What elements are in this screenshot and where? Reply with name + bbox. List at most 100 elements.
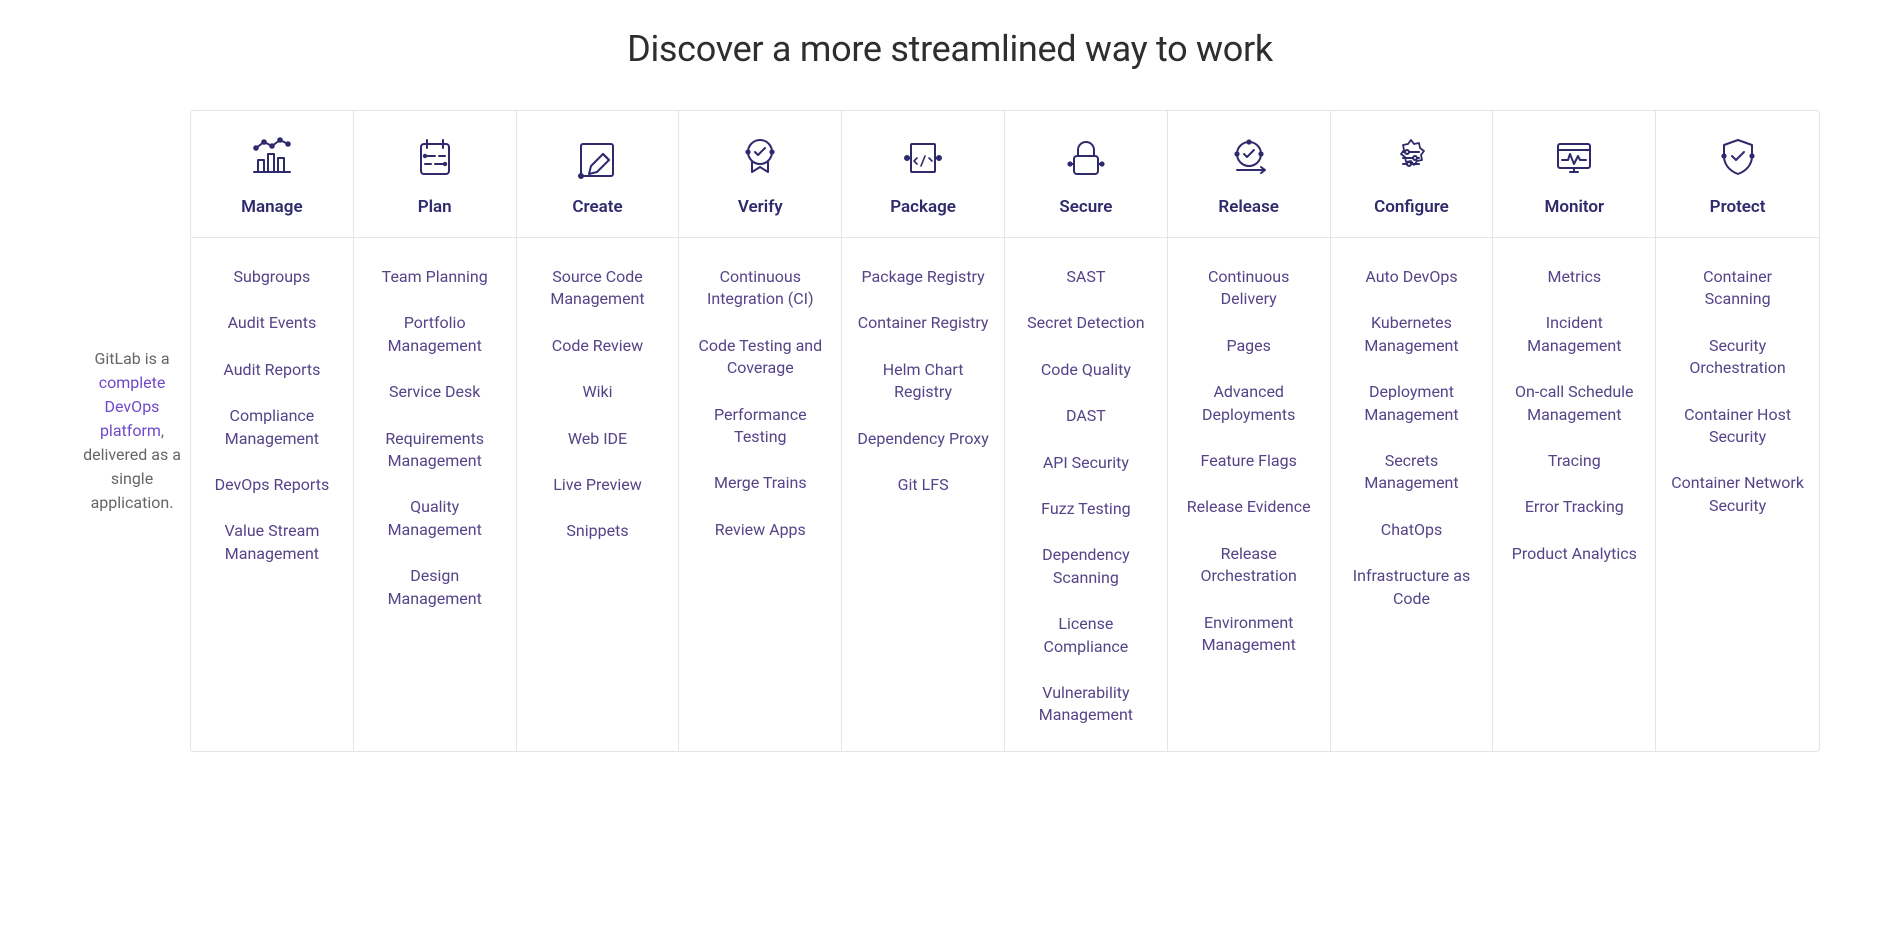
feature-link[interactable]: Advanced Deployments <box>1178 381 1320 426</box>
stage-body-manage: Subgroups Audit Events Audit Reports Compli… <box>191 238 354 751</box>
feature-link[interactable]: ChatOps <box>1377 519 1446 541</box>
verify-icon <box>735 133 785 183</box>
configure-icon <box>1386 133 1436 183</box>
feature-link[interactable]: Continuous Integration (CI) <box>689 266 831 311</box>
main-layout: GitLab is a complete DevOps platform, de… <box>0 110 1900 772</box>
stage-label-package: Package <box>890 197 956 217</box>
feature-link[interactable]: Portfolio Management <box>364 312 506 357</box>
stage-body-package: Package Registry Container Registry Helm C… <box>842 238 1005 751</box>
release-icon <box>1224 133 1274 183</box>
feature-link[interactable]: DevOps Reports <box>211 474 334 496</box>
stage-header-verify[interactable]: Verify <box>679 111 842 238</box>
create-icon <box>572 133 622 183</box>
monitor-icon <box>1549 133 1599 183</box>
feature-link[interactable]: Quality Management <box>364 496 506 541</box>
stage-label-plan: Plan <box>418 197 452 217</box>
stage-header-manage[interactable]: Manage <box>191 111 354 238</box>
stage-label-protect: Protect <box>1710 197 1766 217</box>
feature-link[interactable]: Secret Detection <box>1023 312 1148 334</box>
feature-link[interactable]: Team Planning <box>378 266 492 288</box>
stage-header-configure[interactable]: Configure <box>1331 111 1494 238</box>
feature-link[interactable]: Design Management <box>364 565 506 610</box>
feature-link[interactable]: Product Analytics <box>1508 543 1641 565</box>
stage-header-release[interactable]: Release <box>1168 111 1331 238</box>
feature-link[interactable]: Snippets <box>562 520 632 542</box>
stage-header-package[interactable]: Package <box>842 111 1005 238</box>
feature-link[interactable]: Vulnerability Management <box>1015 682 1157 727</box>
stage-header-plan[interactable]: Plan <box>354 111 517 238</box>
feature-link[interactable]: Package Registry <box>858 266 989 288</box>
stage-label-release: Release <box>1218 197 1279 217</box>
feature-link[interactable]: Container Network Security <box>1666 472 1809 517</box>
stage-body-protect: Container Scanning Security Orchestration… <box>1656 238 1819 751</box>
feature-link[interactable]: Live Preview <box>549 474 646 496</box>
stage-label-create: Create <box>572 197 622 217</box>
feature-link[interactable]: Environment Management <box>1178 612 1320 657</box>
feature-link[interactable]: On-call Schedule Management <box>1503 381 1645 426</box>
stage-label-monitor: Monitor <box>1544 197 1604 217</box>
feature-link[interactable]: Incident Management <box>1503 312 1645 357</box>
protect-icon <box>1713 133 1763 183</box>
feature-link[interactable]: Audit Reports <box>219 359 324 381</box>
feature-link[interactable]: Container Host Security <box>1666 404 1809 449</box>
feature-link[interactable]: Merge Trains <box>710 472 811 494</box>
feature-link[interactable]: DAST <box>1062 405 1110 427</box>
feature-link[interactable]: Container Scanning <box>1666 266 1809 311</box>
feature-link[interactable]: Requirements Management <box>364 428 506 473</box>
stage-body-verify: Continuous Integration (CI) Code Testing … <box>679 238 842 751</box>
feature-link[interactable]: Release Evidence <box>1183 496 1315 518</box>
feature-link[interactable]: Auto DevOps <box>1361 266 1461 288</box>
page-title: Discover a more streamlined way to work <box>0 28 1900 70</box>
feature-link[interactable]: Code Testing and Coverage <box>689 335 831 380</box>
feature-link[interactable]: Web IDE <box>564 428 631 450</box>
stage-body-create: Source Code Management Code Review Wiki Web… <box>517 238 680 751</box>
feature-link[interactable]: Deployment Management <box>1341 381 1483 426</box>
feature-link[interactable]: Source Code Management <box>527 266 669 311</box>
sidebar-link[interactable]: complete DevOps platform <box>99 373 166 440</box>
feature-link[interactable]: SAST <box>1062 266 1109 288</box>
stage-label-manage: Manage <box>241 197 302 217</box>
feature-link[interactable]: Tracing <box>1544 450 1605 472</box>
stage-label-secure: Secure <box>1059 197 1112 217</box>
feature-link[interactable]: Review Apps <box>711 519 810 541</box>
stage-header-secure[interactable]: Secure <box>1005 111 1168 238</box>
feature-link[interactable]: Wiki <box>578 381 616 403</box>
stage-header-create[interactable]: Create <box>517 111 680 238</box>
feature-link[interactable]: Service Desk <box>385 381 484 403</box>
feature-link[interactable]: Performance Testing <box>689 404 831 449</box>
feature-link[interactable]: Dependency Proxy <box>853 428 992 450</box>
sidebar-prefix: GitLab is a <box>94 349 169 368</box>
package-icon <box>898 133 948 183</box>
stage-body-plan: Team Planning Portfolio Management Service… <box>354 238 517 751</box>
feature-link[interactable]: Code Quality <box>1037 359 1135 381</box>
feature-link[interactable]: Release Orchestration <box>1178 543 1320 588</box>
feature-link[interactable]: Code Review <box>548 335 647 357</box>
stage-body-configure: Auto DevOps Kubernetes Management Deployme… <box>1331 238 1494 751</box>
feature-link[interactable]: Helm Chart Registry <box>852 359 994 404</box>
feature-link[interactable]: Value Stream Management <box>201 520 343 565</box>
feature-link[interactable]: Container Registry <box>854 312 993 334</box>
feature-link[interactable]: Metrics <box>1543 266 1605 288</box>
feature-link[interactable]: Fuzz Testing <box>1037 498 1134 520</box>
feature-link[interactable]: Continuous Delivery <box>1178 266 1320 311</box>
feature-link[interactable]: Pages <box>1222 335 1274 357</box>
feature-link[interactable]: Security Orchestration <box>1666 335 1809 380</box>
feature-link[interactable]: Error Tracking <box>1521 496 1628 518</box>
feature-link[interactable]: License Compliance <box>1015 613 1157 658</box>
feature-link[interactable]: Dependency Scanning <box>1015 544 1157 589</box>
feature-link[interactable]: Secrets Management <box>1341 450 1483 495</box>
secure-icon <box>1061 133 1111 183</box>
feature-link[interactable]: Infrastructure as Code <box>1341 565 1483 610</box>
feature-link[interactable]: Feature Flags <box>1197 450 1301 472</box>
feature-link[interactable]: Kubernetes Management <box>1341 312 1483 357</box>
feature-link[interactable]: API Security <box>1039 452 1133 474</box>
stages-grid: Manage Plan Create Verify Package Secure Relea… <box>190 110 1820 752</box>
feature-link[interactable]: Audit Events <box>224 312 321 334</box>
sidebar-description: GitLab is a complete DevOps platform, de… <box>80 347 190 515</box>
feature-link[interactable]: Subgroups <box>230 266 315 288</box>
feature-link[interactable]: Compliance Management <box>201 405 343 450</box>
stage-header-monitor[interactable]: Monitor <box>1493 111 1656 238</box>
feature-link[interactable]: Git LFS <box>894 474 953 496</box>
manage-icon <box>247 133 297 183</box>
stage-header-protect[interactable]: Protect <box>1656 111 1819 238</box>
